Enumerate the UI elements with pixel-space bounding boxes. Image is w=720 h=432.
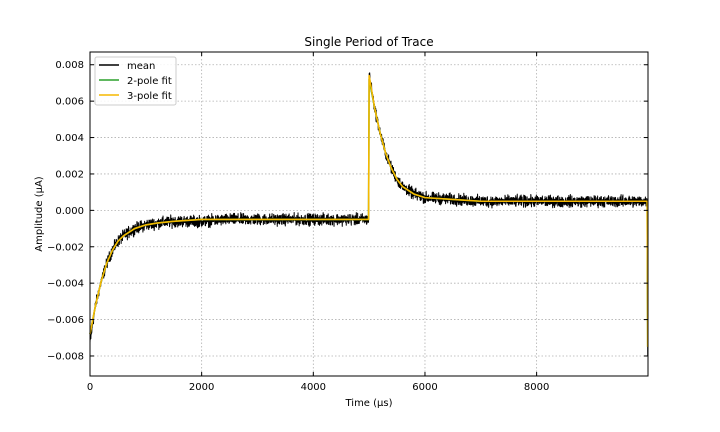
y-tick-label: 0.004 <box>55 133 84 144</box>
legend-label-2pole: 2-pole fit <box>127 76 172 87</box>
plot-area-frame <box>89 51 649 377</box>
y-tick-label: 0.002 <box>55 169 84 180</box>
legend-box <box>94 56 177 106</box>
y-axis-label: Amplitude (μA) <box>34 176 45 252</box>
x-tick-label: 2000 <box>189 382 214 393</box>
series-layer <box>89 72 649 356</box>
x-tick-label: 8000 <box>524 382 549 393</box>
y-tick-label: 0.000 <box>55 206 84 217</box>
y-tick-label: −0.002 <box>47 242 84 253</box>
legend: mean 2-pole fit 3-pole fit <box>94 56 177 106</box>
x-tick-label: 0 <box>87 382 93 393</box>
three-pole-fit-line <box>89 74 649 347</box>
y-tick-label: 0.008 <box>55 60 84 71</box>
x-tick-label: 4000 <box>301 382 326 393</box>
legend-label-mean: mean <box>127 61 155 72</box>
y-tick-label: −0.008 <box>47 351 84 362</box>
y-tick-label: −0.004 <box>47 279 84 290</box>
x-axis-label: Time (μs) <box>344 398 392 409</box>
chart-title: Single Period of Trace <box>304 35 433 49</box>
tick-layer: 0 2000 4000 6000 8000 −0.008 −0.006 −0.004 −0.00… <box>47 52 648 393</box>
y-tick-label: 0.006 <box>55 97 84 108</box>
x-tick-label: 6000 <box>412 382 437 393</box>
y-tick-label: −0.006 <box>47 315 84 326</box>
legend-label-3pole: 3-pole fit <box>127 91 172 102</box>
